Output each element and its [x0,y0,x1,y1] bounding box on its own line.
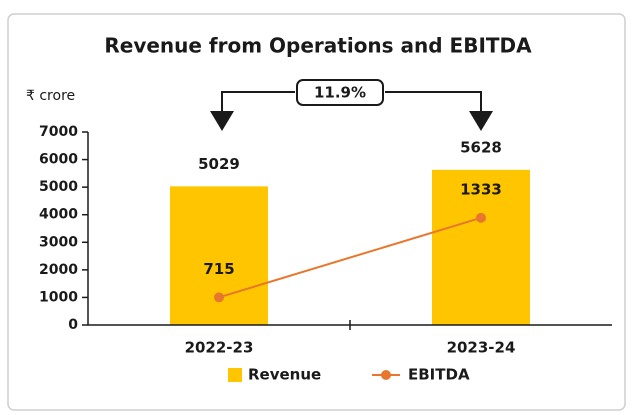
y-tick-label: 3000 [39,234,78,250]
growth-annotation [221,91,482,113]
y-tick-label: 4000 [39,207,78,223]
legend-label: EBITDA [408,366,470,384]
y-tick-label: 7000 [39,124,78,140]
line-point [476,212,486,223]
line-value-label: 1333 [460,180,502,198]
y-tick-label: 0 [68,317,78,333]
bar [170,186,268,325]
unit-label: ₹ crore [26,88,75,104]
y-tick-label: 1000 [39,289,78,305]
legend-swatch [381,370,391,380]
bracket-left [221,91,295,113]
chart-title: Revenue from Operations and EBITDA [104,34,532,58]
x-tick-label: 2023-24 [447,339,516,357]
bar [432,169,530,325]
annotation-box [296,79,384,106]
x-tick-label: 2022-23 [185,339,254,357]
arrow [469,111,493,131]
bar-value-label: 5628 [460,138,502,156]
legend-label: Revenue [248,366,321,384]
arrow [210,111,234,131]
y-tick-label: 2000 [39,262,78,278]
line-value-label: 715 [203,260,234,278]
bar-value-label: 5029 [198,155,240,173]
panel [7,13,626,411]
line [218,216,482,299]
bracket-right [385,91,482,113]
annotation-text: 11.9% [314,84,366,102]
line-point [214,292,224,303]
legend-swatch [228,368,242,382]
y-tick-label: 5000 [39,179,78,195]
y-tick-label: 6000 [39,152,78,168]
